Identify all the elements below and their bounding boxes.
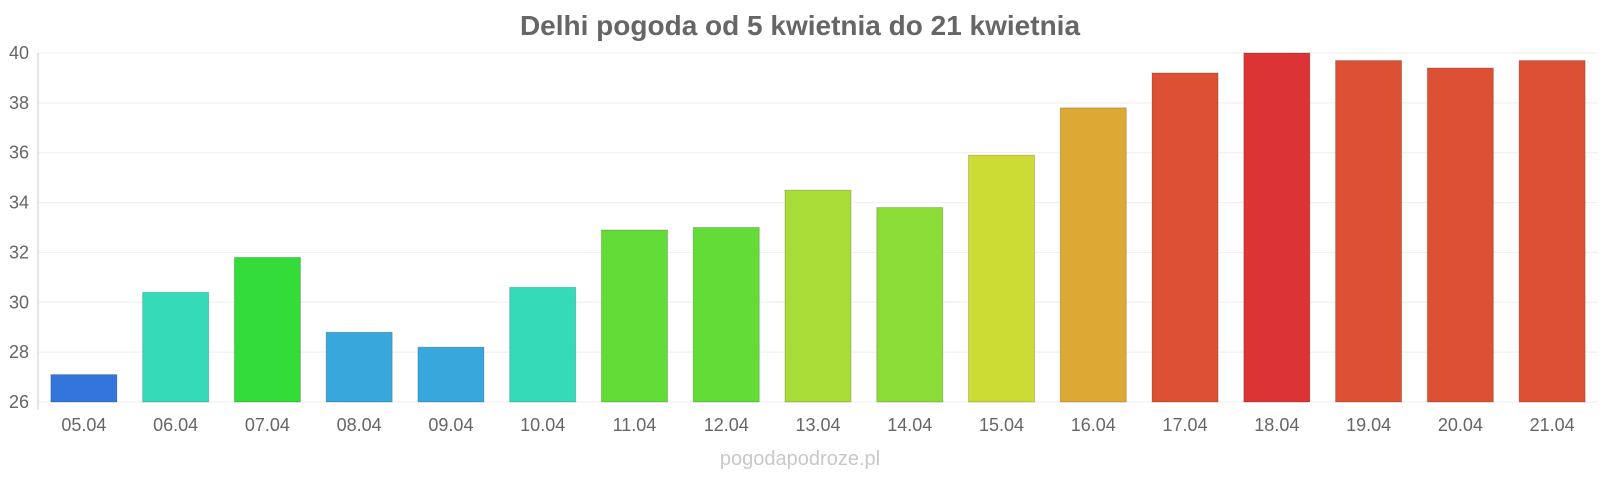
bar-18.04	[1243, 52, 1311, 403]
bar-10.04	[509, 286, 577, 403]
bar-19.04	[1335, 59, 1403, 403]
x-tick-label: 15.04	[979, 415, 1024, 435]
bar-07.04	[233, 256, 301, 403]
bar-16.04	[1059, 107, 1127, 403]
y-tick-label: 36	[9, 143, 29, 163]
bar-15.04	[967, 154, 1036, 403]
chart-title: Delhi pogoda od 5 kwietnia do 21 kwietni…	[519, 10, 1081, 41]
y-tick-label: 38	[9, 93, 29, 113]
y-tick-label: 28	[9, 342, 29, 362]
bar-05.04	[50, 374, 118, 403]
x-tick-label: 09.04	[428, 415, 473, 435]
x-tick-label: 05.04	[61, 415, 106, 435]
x-tick-label: 20.04	[1438, 415, 1483, 435]
x-tick-label: 10.04	[520, 415, 565, 435]
bars	[50, 52, 1586, 403]
x-tick-label: 12.04	[704, 415, 749, 435]
bar-14.04	[876, 207, 944, 403]
watermark: pogodapodroze.pl	[719, 448, 881, 470]
x-tick-label: 08.04	[337, 415, 382, 435]
y-tick-label: 34	[9, 193, 29, 213]
x-tick-label: 14.04	[887, 415, 932, 435]
x-tick-label: 17.04	[1163, 415, 1208, 435]
x-tick-label: 06.04	[153, 415, 198, 435]
x-tick-label: 13.04	[795, 415, 840, 435]
y-tick-label: 26	[9, 392, 29, 412]
bar-21.04	[1518, 59, 1586, 403]
bar-12.04	[692, 227, 760, 403]
bar-17.04	[1151, 72, 1219, 403]
bar-11.04	[600, 229, 669, 403]
x-tick-label: 19.04	[1346, 415, 1391, 435]
x-tick-labels: 05.04 06.04 07.04 08.04 09.04 10.04 11.04 12.04…	[61, 415, 1574, 435]
y-tick-label: 40	[9, 43, 29, 63]
x-tick-label: 21.04	[1530, 415, 1575, 435]
y-tick-label: 30	[9, 292, 29, 312]
bar-20.04	[1426, 67, 1494, 403]
x-tick-label: 18.04	[1254, 415, 1299, 435]
bar-08.04	[325, 331, 393, 403]
x-tick-label: 11.04	[613, 415, 657, 435]
x-tick-label: 16.04	[1071, 415, 1116, 435]
x-tick-label: 07.04	[245, 415, 290, 435]
bar-13.04	[784, 189, 852, 403]
y-tick-labels: 26 28 30 32 34 36 38 40	[9, 43, 29, 412]
bar-06.04	[142, 291, 210, 403]
y-tick-label: 32	[9, 242, 29, 262]
bar-09.04	[417, 346, 485, 403]
